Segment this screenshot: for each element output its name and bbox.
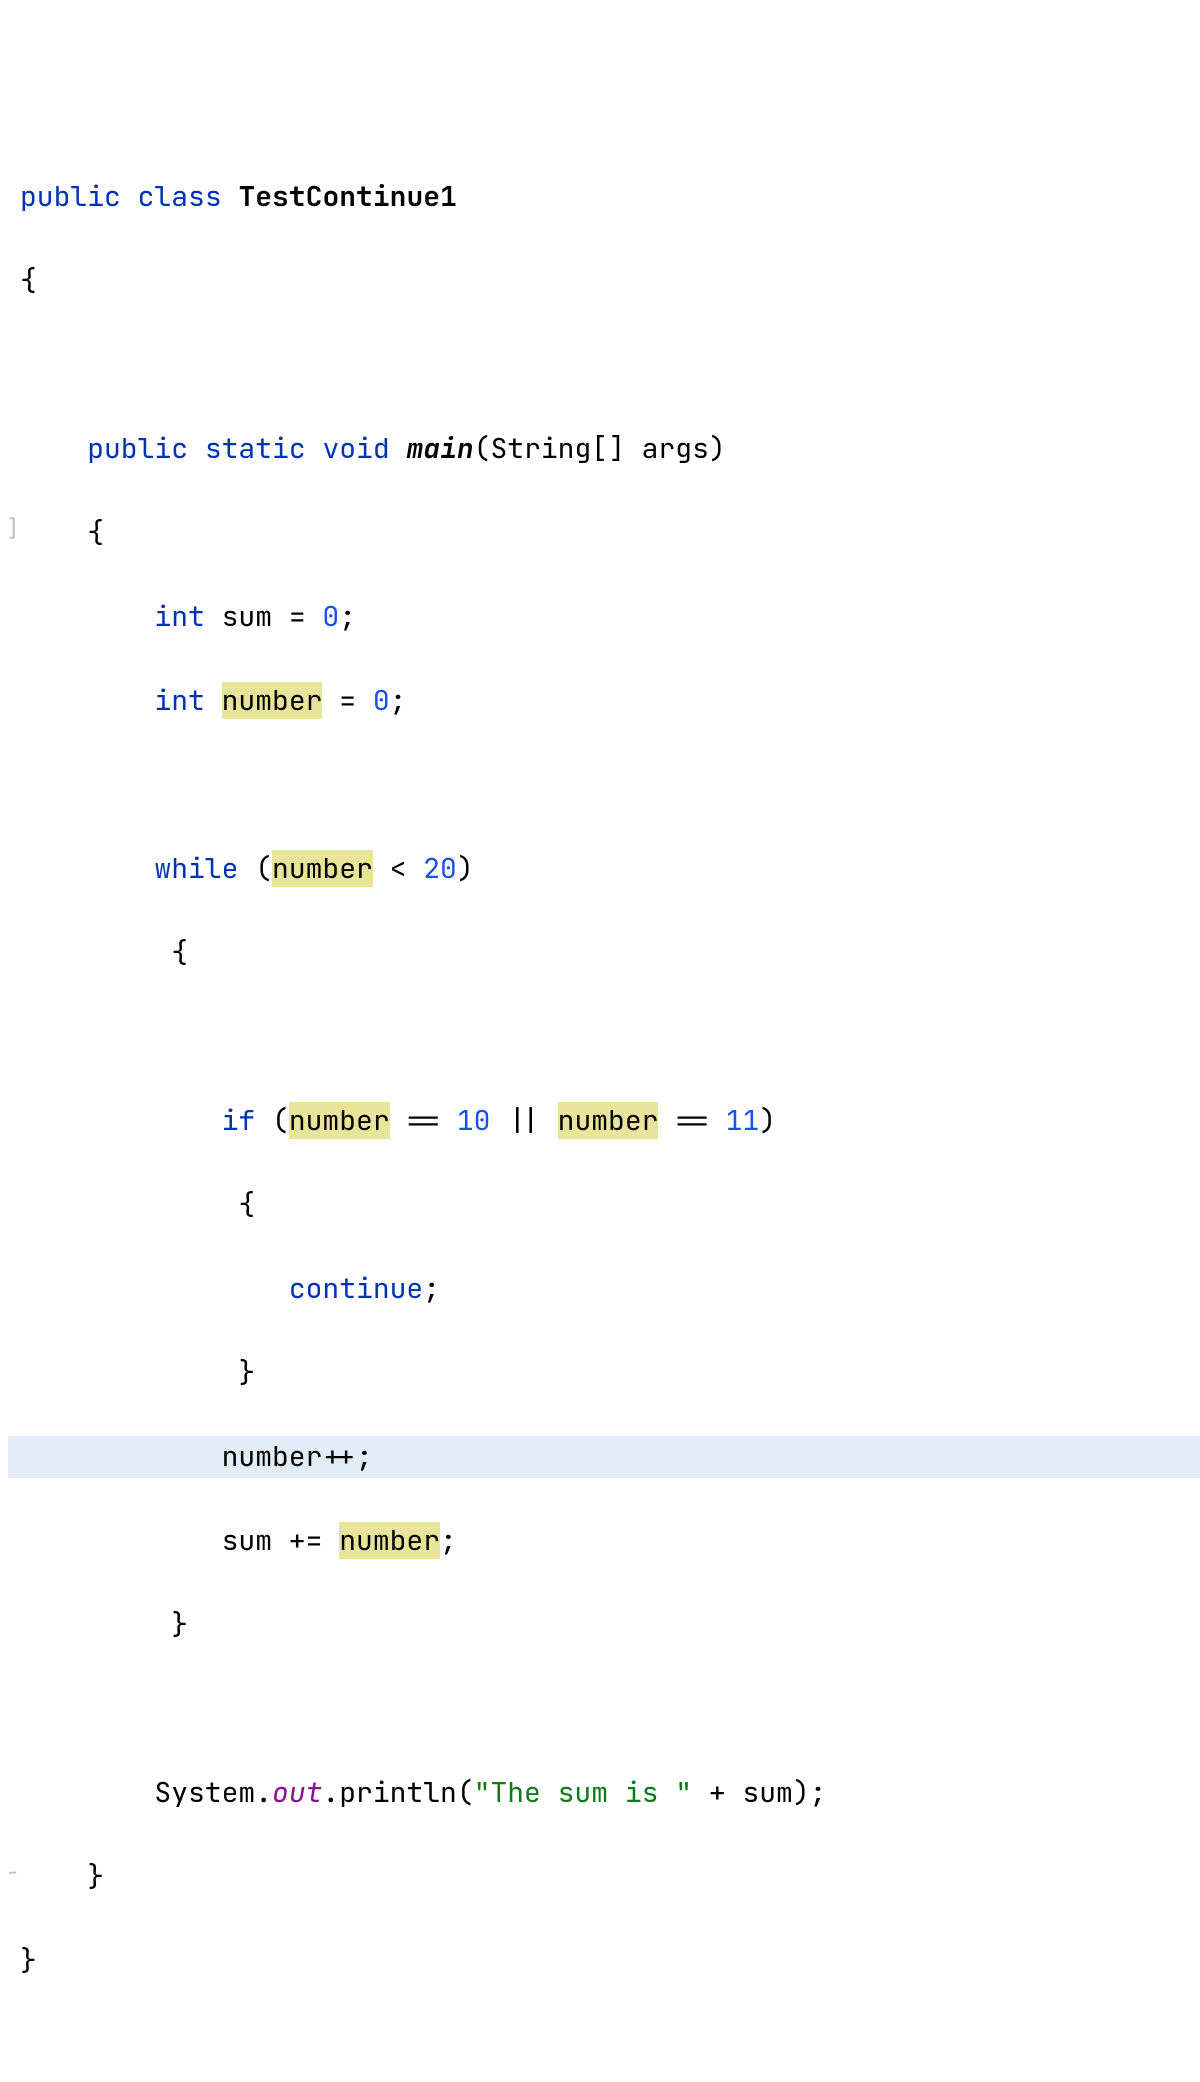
token-kw: public [87, 430, 188, 467]
token-num: 20 [423, 850, 457, 887]
code-line[interactable] [8, 344, 1200, 386]
code-line[interactable]: public static void main(String[] args) [8, 428, 1200, 470]
indent [20, 1438, 222, 1475]
token-plain [205, 682, 222, 719]
indent [20, 682, 154, 719]
token-plain: { [171, 934, 188, 971]
code-line[interactable]: number++; [8, 1436, 1200, 1478]
token-plain: == [390, 1102, 457, 1139]
token-plain: < [373, 850, 423, 887]
token-plain [121, 178, 138, 215]
token-plain: + sum); [692, 1774, 826, 1811]
indent [20, 598, 154, 635]
code-line[interactable]: while (number < 20) [8, 848, 1200, 890]
token-plain: || [490, 1102, 557, 1139]
token-plain: } [171, 1606, 188, 1643]
indent [20, 1774, 154, 1811]
token-field: out [272, 1774, 322, 1811]
token-plain: ; [390, 682, 407, 719]
token-kw: if [222, 1102, 256, 1139]
token-plain [390, 430, 407, 467]
indent [20, 1858, 87, 1895]
token-num: 0 [322, 598, 339, 635]
token-plain: = [322, 682, 372, 719]
indent [20, 1186, 238, 1223]
code-line[interactable]: sum += number; [8, 1520, 1200, 1562]
token-plain: sum += [222, 1522, 340, 1559]
token-plain: .println( [322, 1774, 473, 1811]
code-line[interactable]: } [8, 1604, 1200, 1646]
indent [20, 1606, 171, 1643]
indent [20, 1270, 289, 1307]
token-plain: System. [154, 1774, 272, 1811]
token-plain: { [238, 1186, 255, 1223]
indent [20, 514, 87, 551]
token-plain: { [87, 514, 104, 551]
indent [20, 934, 171, 971]
gutter-collapse-mark[interactable]: ] [6, 512, 19, 545]
token-plain-highlighted: number [272, 850, 373, 887]
token-plain: sum = [205, 598, 323, 635]
token-plain-highlighted: number [339, 1522, 440, 1559]
token-plain: } [20, 1942, 37, 1979]
code-line[interactable]: } [8, 1352, 1200, 1394]
token-kw: continue [289, 1270, 423, 1307]
code-line[interactable]: if (number == 10 || number == 11) [8, 1100, 1200, 1142]
token-cls: TestContinue1 [238, 178, 456, 215]
code-line[interactable]: } [8, 1940, 1200, 1982]
token-kw: public [20, 178, 121, 215]
token-plain: ) [759, 1102, 776, 1139]
token-plain: ; [339, 598, 356, 635]
token-num: 0 [373, 682, 390, 719]
code-line[interactable]: System.out.println("The sum is " + sum); [8, 1772, 1200, 1814]
code-line[interactable] [8, 1688, 1200, 1730]
token-num: 11 [726, 1102, 760, 1139]
token-plain: number++; [222, 1438, 373, 1475]
token-kw: void [322, 430, 389, 467]
token-kw: static [205, 430, 306, 467]
indent [20, 850, 154, 887]
code-line[interactable]: - } [8, 1856, 1200, 1898]
token-plain-highlighted: number [558, 1102, 659, 1139]
token-kw: while [154, 850, 238, 887]
token-plain: ) [457, 850, 474, 887]
token-plain-highlighted: number [222, 682, 323, 719]
indent [20, 1102, 222, 1139]
code-editor[interactable]: public class TestContinue1 { public stat… [8, 176, 1200, 2024]
token-plain: ( [238, 850, 272, 887]
token-plain: ; [440, 1522, 457, 1559]
token-plain [222, 178, 239, 215]
token-plain: ( [255, 1102, 289, 1139]
code-line[interactable]: ] { [8, 512, 1200, 554]
token-num: 10 [457, 1102, 491, 1139]
token-plain [306, 430, 323, 467]
token-kw: int [154, 598, 204, 635]
indent [20, 1354, 238, 1391]
code-line[interactable]: int sum = 0; [8, 596, 1200, 638]
code-line[interactable]: { [8, 1184, 1200, 1226]
token-plain: } [87, 1858, 104, 1895]
token-str: "The sum is " [474, 1774, 692, 1811]
gutter-collapse-mark[interactable]: - [6, 1856, 19, 1889]
code-line[interactable]: continue; [8, 1268, 1200, 1310]
code-line[interactable] [8, 1016, 1200, 1058]
token-method: main [406, 430, 473, 467]
code-line[interactable]: { [8, 260, 1200, 302]
token-plain-highlighted: number [289, 1102, 390, 1139]
code-line[interactable]: public class TestContinue1 [8, 176, 1200, 218]
code-line[interactable]: int number = 0; [8, 680, 1200, 722]
token-kw: class [138, 178, 222, 215]
token-plain: (String[] args) [474, 430, 726, 467]
indent [20, 430, 87, 467]
token-kw: int [154, 682, 204, 719]
indent [20, 1522, 222, 1559]
token-plain: == [658, 1102, 725, 1139]
token-plain: } [238, 1354, 255, 1391]
code-line[interactable]: { [8, 932, 1200, 974]
token-plain [188, 430, 205, 467]
token-plain: { [20, 262, 37, 299]
code-line[interactable] [8, 764, 1200, 806]
token-plain: ; [423, 1270, 440, 1307]
